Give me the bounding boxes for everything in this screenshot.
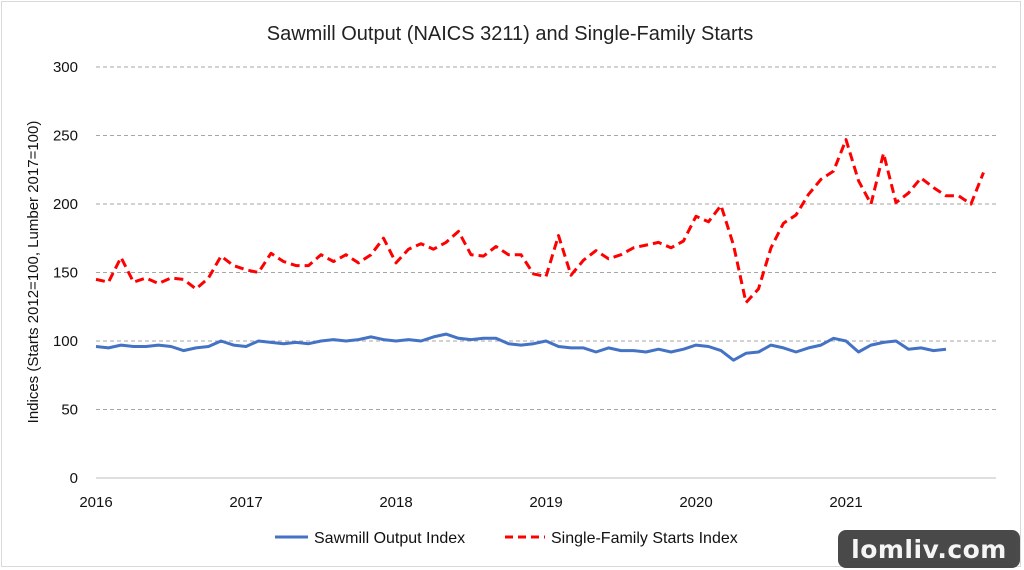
- series-single-family-starts-line: [95, 138, 985, 305]
- y-tick-label: 300: [53, 59, 78, 76]
- legend-label-sawmill: Sawmill Output Index: [314, 530, 465, 547]
- y-axis-label: Indices (Starts 2012=100, Lumber 2017=10…: [25, 121, 42, 424]
- series-sawmill-output-line: [95, 332, 947, 362]
- y-axis-ticks: 0 50 100 150 200 250 300: [53, 59, 78, 487]
- watermark-text: lomliv.com: [851, 534, 1007, 564]
- x-tick-label: 2016: [79, 494, 112, 511]
- x-tick-label: 2017: [229, 494, 262, 511]
- y-tick-label: 50: [61, 402, 78, 419]
- x-tick-label: 2021: [829, 494, 862, 511]
- y-tick-label: 150: [53, 265, 78, 282]
- x-tick-label: 2018: [379, 494, 412, 511]
- x-tick-label: 2020: [679, 494, 712, 511]
- y-tick-label: 100: [53, 333, 78, 350]
- watermark: lomliv.com: [838, 530, 1020, 568]
- chart-title: Sawmill Output (NAICS 3211) and Single-F…: [267, 23, 753, 45]
- legend-label-starts: Single-Family Starts Index: [551, 530, 738, 547]
- y-tick-label: 200: [53, 196, 78, 213]
- y-tick-label: 250: [53, 128, 78, 145]
- x-axis-ticks: 2016 2017 2018 2019 2020 2021: [79, 494, 862, 511]
- y-tick-label: 0: [70, 470, 78, 487]
- series-lines: [95, 138, 985, 362]
- gridlines: [96, 66, 996, 410]
- x-tick-label: 2019: [529, 494, 562, 511]
- legend: Sawmill Output Index Single-Family Start…: [275, 530, 738, 547]
